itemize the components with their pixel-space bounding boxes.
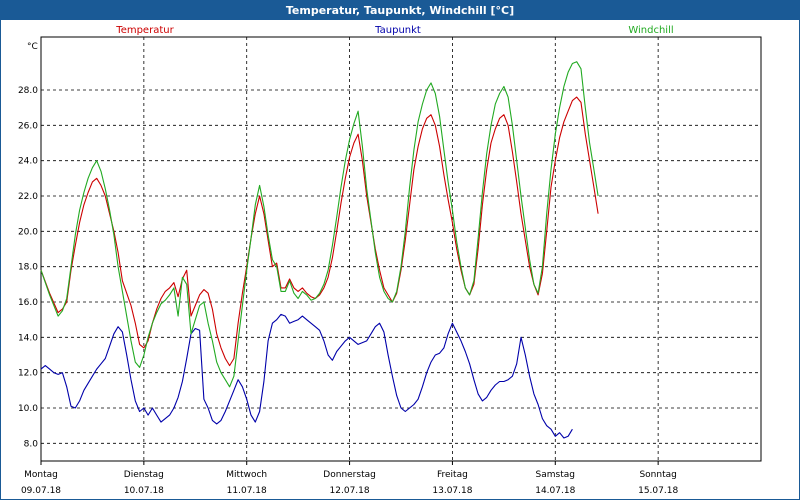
series-line-taupunkt [40, 313, 573, 439]
x-tick-label-date: 10.07.18 [124, 486, 164, 496]
y-tick-label: 18.0 [18, 263, 38, 273]
legend-windchill: Windchill [628, 25, 673, 36]
x-tick-label-day: Freitag [437, 470, 468, 480]
plot-frame [40, 36, 762, 462]
legend-taupunkt: Taupunkt [374, 25, 421, 36]
x-tick-label-day: Sonntag [639, 470, 676, 480]
y-tick-label: 20.0 [18, 227, 38, 237]
x-tick-label-date: 14.07.18 [535, 486, 575, 496]
y-tick-label: 10.0 [18, 404, 38, 414]
x-tick-label-day: Montag [24, 470, 58, 480]
y-tick-label: 12.0 [18, 369, 38, 379]
x-tick-label-day: Samstag [536, 470, 575, 480]
x-tick-label-date: 09.07.18 [21, 486, 61, 496]
x-tick-label-day: Donnerstag [323, 470, 376, 480]
y-tick-label: 24.0 [18, 157, 38, 167]
x-tick-label-day: Mittwoch [226, 470, 267, 480]
series-line-temperatur [40, 96, 599, 367]
y-tick-label: 22.0 [18, 192, 38, 202]
x-tick-label-date: 15.07.18 [638, 486, 678, 496]
y-axis-unit: °C [27, 42, 38, 52]
y-tick-label: 28.0 [18, 86, 38, 96]
x-tick-label-date: 12.07.18 [330, 486, 370, 496]
y-tick-label: 16.0 [18, 298, 38, 308]
y-tick-label: 26.0 [18, 121, 38, 131]
window-title: Temperatur, Taupunkt, Windchill [°C] [1, 1, 799, 20]
legend-temperatur: Temperatur [115, 25, 174, 36]
x-tick-label-day: Dienstag [124, 470, 164, 480]
series-line-windchill [40, 61, 599, 388]
x-tick-label-date: 11.07.18 [227, 486, 267, 496]
y-tick-label: 8.0 [24, 439, 39, 449]
y-tick-label: 14.0 [18, 333, 38, 343]
x-tick-label-date: 13.07.18 [432, 486, 472, 496]
